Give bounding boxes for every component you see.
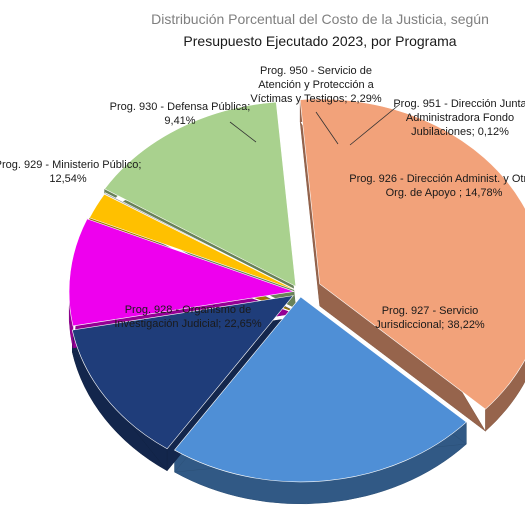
slice-data-label: Prog. 928 - Organismo de Investigación Ju…	[114, 304, 262, 330]
slice-data-label: Prog. 927 - Servicio Jurisdiccional; 38,2…	[375, 305, 485, 331]
leader-line	[349, 103, 401, 146]
pie-slice	[174, 296, 467, 483]
chart-title: Distribución Porcentual del Costo de la …	[151, 11, 489, 27]
slice-data-label: Prog. 929 - Ministerio Público; 12,54%	[0, 159, 141, 185]
chart-subtitle: Presupuesto Ejecutado 2023, por Programa	[183, 33, 456, 49]
leader-line	[229, 121, 257, 143]
slice-data-label: Prog. 926 - Dirección Administ. y Otros O…	[349, 173, 525, 199]
slice-data-label: Prog. 950 - Servicio de Atención y Protec…	[250, 65, 381, 105]
slice-data-label: Prog. 930 - Defensa Pública; 9,41%	[110, 101, 251, 127]
pie-slice	[104, 101, 297, 287]
pie-slice	[68, 218, 295, 327]
leader-line	[315, 111, 339, 145]
pie-slice	[104, 192, 297, 291]
pie-slice	[71, 295, 295, 450]
pie-slice	[299, 98, 525, 410]
slice-data-label: Prog. 951 - Dirección Junta Administrador…	[393, 98, 525, 138]
